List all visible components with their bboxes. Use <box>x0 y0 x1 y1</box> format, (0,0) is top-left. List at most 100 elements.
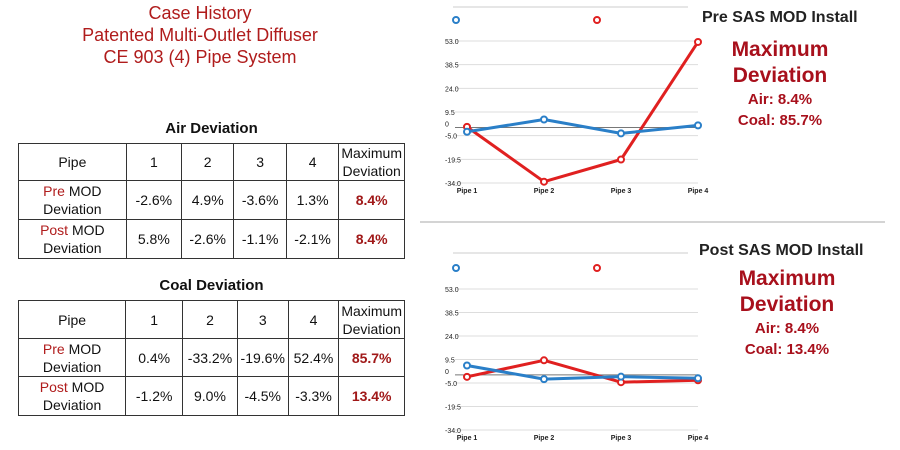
cell: 1.3% <box>285 180 340 220</box>
data-point-coal <box>540 177 548 186</box>
summary-air: Air: 8.4% <box>754 320 820 337</box>
table-row: Post MOD Deviation -1.2% 9.0% -4.5% -3.3… <box>17 376 405 416</box>
air-table-caption: Air Deviation <box>165 120 258 137</box>
y-tick-label: 53.0 <box>445 287 459 294</box>
y-tick-label: 38.5 <box>445 63 459 70</box>
header-cell: 4 <box>287 300 340 339</box>
table-header: Pipe 1 2 3 4 Maximum Deviation <box>17 300 405 339</box>
cell: -2.6% <box>125 180 182 220</box>
page-title: Case History Patented Multi-Outlet Diffu… <box>40 2 360 68</box>
header-cell: 1 <box>125 300 184 339</box>
y-tick-label: -5.0 <box>445 381 457 388</box>
x-tick-label: Pipe 1 <box>457 435 478 442</box>
cell: -4.5% <box>236 376 289 416</box>
x-tick-label: Pipe 3 <box>611 435 632 442</box>
y-tick-label: -34.0 <box>445 181 461 188</box>
max-cell: 13.4% <box>338 376 405 416</box>
cell: -2.6% <box>180 219 235 259</box>
y-tick-label: -34.0 <box>445 428 461 435</box>
summary-heading: Maximum <box>731 38 829 61</box>
y-tick-label: 0 <box>445 369 449 376</box>
cell: 5.8% <box>125 219 182 259</box>
cell: -1.1% <box>233 219 287 259</box>
data-point-air <box>540 375 548 384</box>
title-line: CE 903 (4) Pipe System <box>103 47 297 67</box>
header-cell: 2 <box>182 300 238 339</box>
y-tick-label: 9.5 <box>445 110 455 117</box>
data-point-air <box>694 121 702 130</box>
row-label-text: MOD Deviation <box>43 183 102 217</box>
row-prefix: Post <box>39 379 68 395</box>
data-point-coal <box>694 37 702 46</box>
summary-coal: Coal: 85.7% <box>737 112 823 129</box>
data-point-coal <box>463 372 471 381</box>
data-point-coal <box>617 155 625 164</box>
summary-heading: Deviation <box>732 64 828 87</box>
row-label-text: MOD Deviation <box>43 222 105 256</box>
y-tick-label: 38.5 <box>445 311 459 318</box>
title-line: Patented Multi-Outlet Diffuser <box>82 25 318 45</box>
data-point-air <box>540 115 548 124</box>
cell: 9.0% <box>182 376 238 416</box>
header-cell: 3 <box>236 300 289 339</box>
x-tick-label: Pipe 4 <box>688 188 709 195</box>
row-label: Post MOD Deviation <box>18 219 127 259</box>
data-point-air <box>694 374 702 383</box>
cell: -19.6% <box>236 338 289 377</box>
header-cell: Pipe <box>17 300 127 339</box>
series-line-coal <box>466 41 700 184</box>
y-tick-label: -5.0 <box>445 134 457 141</box>
table-row: Pre MOD Deviation -2.6% 4.9% -3.6% 1.3% … <box>18 180 405 220</box>
table-row: Post MOD Deviation 5.8% -2.6% -1.1% -2.1… <box>18 219 405 259</box>
y-tick-label: 24.0 <box>445 334 459 341</box>
y-tick-label: 53.0 <box>445 39 459 46</box>
y-tick-label: 0 <box>445 122 449 129</box>
header-cell: Maximum Deviation <box>338 300 405 339</box>
cell: 4.9% <box>180 180 235 220</box>
y-tick-label: 24.0 <box>445 86 459 93</box>
x-tick-label: Pipe 2 <box>534 188 555 195</box>
header-cell: 4 <box>285 143 340 181</box>
max-cell: 8.4% <box>338 180 405 220</box>
x-tick-label: Pipe 1 <box>457 188 478 195</box>
summary-air: Air: 8.4% <box>747 91 813 108</box>
legend-marker-coal <box>593 16 601 24</box>
summary-heading: Maximum <box>738 267 836 290</box>
data-point-air <box>463 127 471 136</box>
coal-deviation-table: Pipe 1 2 3 4 Maximum Deviation Pre MOD D… <box>17 300 405 416</box>
series-line-air <box>466 118 699 135</box>
y-tick-label: 9.5 <box>445 358 455 365</box>
post-max-deviation: Maximum Deviation Air: 8.4% Coal: 13.4% <box>712 266 862 360</box>
air-deviation-table: Pipe 1 2 3 4 Maximum Deviation Pre MOD D… <box>18 143 405 259</box>
summary-heading: Deviation <box>739 293 835 316</box>
header-cell: Maximum Deviation <box>338 143 405 181</box>
cell: 0.4% <box>125 338 184 377</box>
cell: -1.2% <box>125 376 184 416</box>
table-row: Pre MOD Deviation 0.4% -33.2% -19.6% 52.… <box>17 338 405 377</box>
legend-marker-coal <box>593 264 601 272</box>
cell: -3.3% <box>287 376 340 416</box>
cell: -33.2% <box>182 338 238 377</box>
series-line-air <box>466 364 699 381</box>
row-prefix: Pre <box>42 340 65 357</box>
pre-chart-title: Pre SAS MOD Install <box>702 9 858 26</box>
y-tick-label: -19.5 <box>445 405 461 412</box>
cell: 52.4% <box>287 338 340 377</box>
row-label: Pre MOD Deviation <box>18 180 127 220</box>
series-line-coal <box>466 358 699 384</box>
summary-coal: Coal: 13.4% <box>744 341 830 358</box>
row-prefix: Pre <box>43 183 65 199</box>
max-cell: 8.4% <box>338 219 405 259</box>
row-prefix: Post <box>40 222 69 238</box>
x-tick-label: Pipe 3 <box>611 188 632 195</box>
cell: -2.1% <box>285 219 340 259</box>
data-point-air <box>617 129 625 138</box>
header-cell: Pipe <box>18 143 127 181</box>
row-label: Post MOD Deviation <box>17 376 127 416</box>
y-tick-label: -19.5 <box>445 157 461 164</box>
post-chart-title: Post SAS MOD Install <box>699 242 864 259</box>
pre-max-deviation: Maximum Deviation Air: 8.4% Coal: 85.7% <box>705 37 855 131</box>
row-label-text: MOD Deviation <box>42 379 105 413</box>
data-point-coal <box>540 356 548 365</box>
